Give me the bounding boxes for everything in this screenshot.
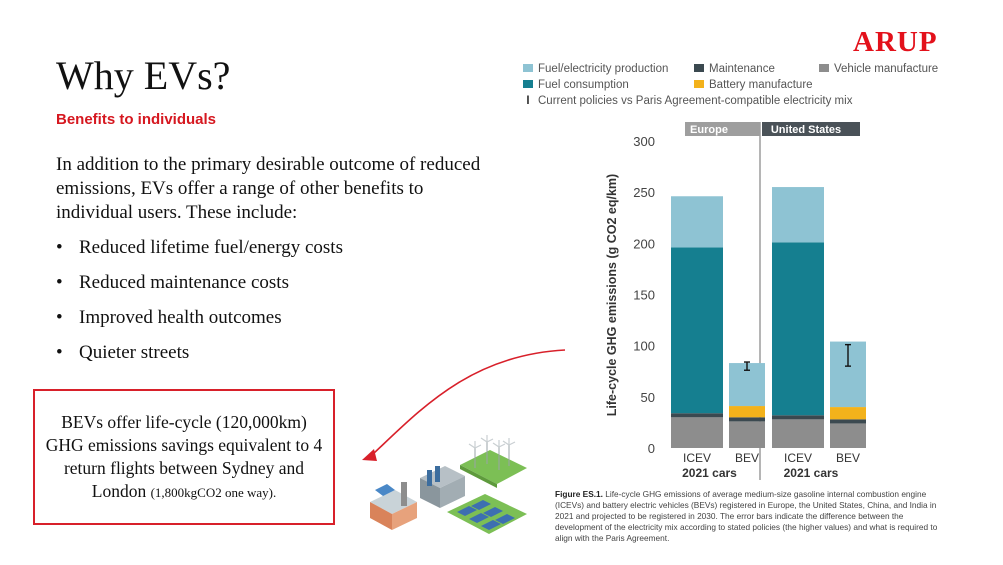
bar-segment xyxy=(772,187,824,243)
bar-segment xyxy=(830,407,866,420)
energy-city-illustration-icon xyxy=(370,435,527,534)
slide-title: Why EVs? xyxy=(56,53,231,98)
benefit-list: Reduced lifetime fuel/energy costs Reduc… xyxy=(56,236,343,376)
bar-segment xyxy=(830,419,866,424)
legend-swatch xyxy=(523,63,533,72)
legend-item: Maintenance xyxy=(694,63,775,75)
group-axis-label: 2021 cars xyxy=(682,466,737,480)
bar-segment xyxy=(671,196,723,248)
callout-text: BEVs offer life-cycle (120,000km) GHG em… xyxy=(45,411,323,501)
bar-segment xyxy=(671,413,723,418)
benefit-item: Improved health outcomes xyxy=(56,306,343,341)
legend-item: Vehicle manufacture xyxy=(819,63,938,75)
benefit-item: Quieter streets xyxy=(56,341,343,376)
errorbar-glyph-icon: I xyxy=(526,95,530,107)
bar-segment xyxy=(772,415,824,420)
y-tick-label: 150 xyxy=(633,288,655,303)
bar-segment xyxy=(671,417,723,448)
x-tick-label: ICEV xyxy=(683,451,711,465)
benefit-item: Reduced lifetime fuel/energy costs xyxy=(56,236,343,271)
legend-swatch xyxy=(819,63,829,72)
slide-subtitle: Benefits to individuals xyxy=(56,111,217,128)
y-axis-label: Life-cycle GHG emissions (g CO2 eq/km) xyxy=(605,174,619,416)
x-tick-label: ICEV xyxy=(784,451,812,465)
x-tick-label: BEV xyxy=(735,451,759,465)
panel-header-label: Europe xyxy=(690,124,728,136)
group-axis-label: 2021 cars xyxy=(784,466,839,480)
panel-header xyxy=(685,122,760,136)
legend-item: Fuel/electricity production xyxy=(523,63,668,75)
benefit-item: Reduced maintenance costs xyxy=(56,271,343,306)
legend-item: I Current policies vs Paris Agreement-com… xyxy=(523,95,852,107)
emissions-callout-box: BEVs offer life-cycle (120,000km) GHG em… xyxy=(33,389,335,525)
legend-item: Battery manufacture xyxy=(694,79,813,91)
legend-swatch xyxy=(694,79,704,88)
bar-segment xyxy=(830,423,866,448)
bar-segment xyxy=(729,406,765,418)
bar-segment xyxy=(772,242,824,416)
panel-header xyxy=(762,122,860,136)
legend-swatch xyxy=(694,63,704,72)
legend-item: Fuel consumption xyxy=(523,79,629,91)
intro-paragraph: In addition to the primary desirable out… xyxy=(56,154,481,223)
y-tick-label: 100 xyxy=(633,339,655,354)
figure-caption: Figure ES.1. Life-cycle GHG emissions of… xyxy=(555,489,938,543)
x-tick-label: BEV xyxy=(836,451,860,465)
y-tick-label: 200 xyxy=(633,236,655,251)
panel-header-label: United States xyxy=(771,124,841,136)
bar-segment xyxy=(729,421,765,448)
y-tick-label: 50 xyxy=(641,390,655,405)
bar-segment xyxy=(671,247,723,414)
y-tick-label: 0 xyxy=(648,441,655,456)
callout-footnote: (1,800kgCO2 one way). xyxy=(150,484,277,500)
bar-segment xyxy=(772,419,824,448)
y-tick-label: 250 xyxy=(633,185,655,200)
bar-segment xyxy=(729,417,765,422)
y-tick-label: 300 xyxy=(633,134,655,149)
legend-swatch xyxy=(523,79,533,88)
arup-logo: ARUP xyxy=(853,26,938,58)
